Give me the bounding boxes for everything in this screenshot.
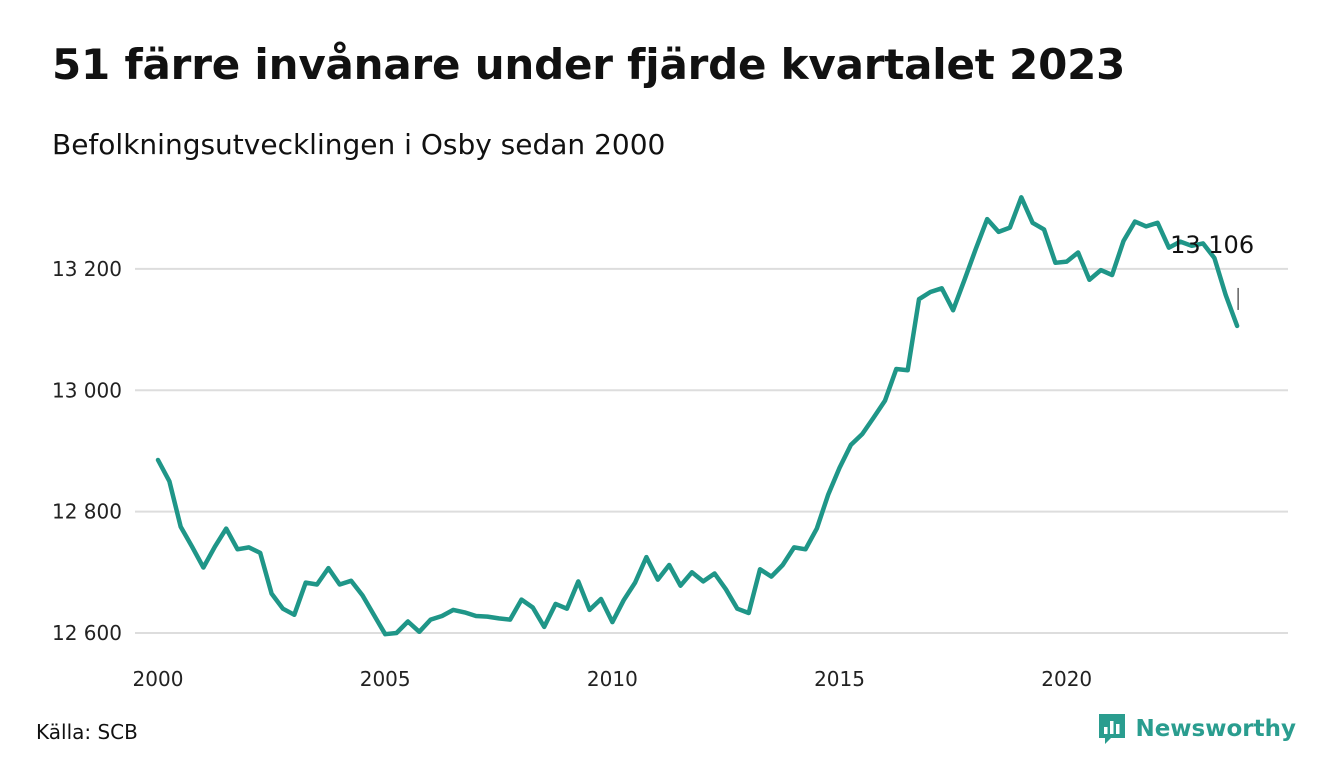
y-tick-label: 13 200 [52, 257, 122, 281]
series-layer [155, 195, 1240, 637]
source-note: Källa: SCB [36, 720, 138, 744]
x-axis-tick-labels: 2000 2005 2010 2015 2020 [133, 667, 1093, 691]
x-tick-label: 2000 [133, 667, 184, 691]
bar-chart-logo-icon [1099, 714, 1126, 744]
chart-title: 51 färre invånare under fjärde kvartalet… [52, 40, 1126, 89]
end-value-label: 13 106 [1170, 231, 1254, 259]
y-tick-label: 12 600 [52, 621, 122, 645]
brand-logo: Newsworthy [1097, 712, 1296, 746]
annotation-layer: 13 106 [1170, 231, 1254, 310]
y-tick-label: 13 000 [52, 378, 122, 402]
x-tick-label: 2010 [587, 667, 638, 691]
x-tick-label: 2005 [360, 667, 411, 691]
y-tick-label: 12 800 [52, 500, 122, 524]
y-axis-tick-labels: 12 600 12 800 13 000 13 200 [52, 257, 122, 645]
x-tick-label: 2015 [814, 667, 865, 691]
gridlines [135, 267, 1288, 634]
population-series-line [155, 195, 1240, 637]
chart-subtitle: Befolkningsutvecklingen i Osby sedan 200… [52, 128, 666, 161]
x-tick-label: 2020 [1041, 667, 1092, 691]
brand-name: Newsworthy [1135, 716, 1296, 742]
